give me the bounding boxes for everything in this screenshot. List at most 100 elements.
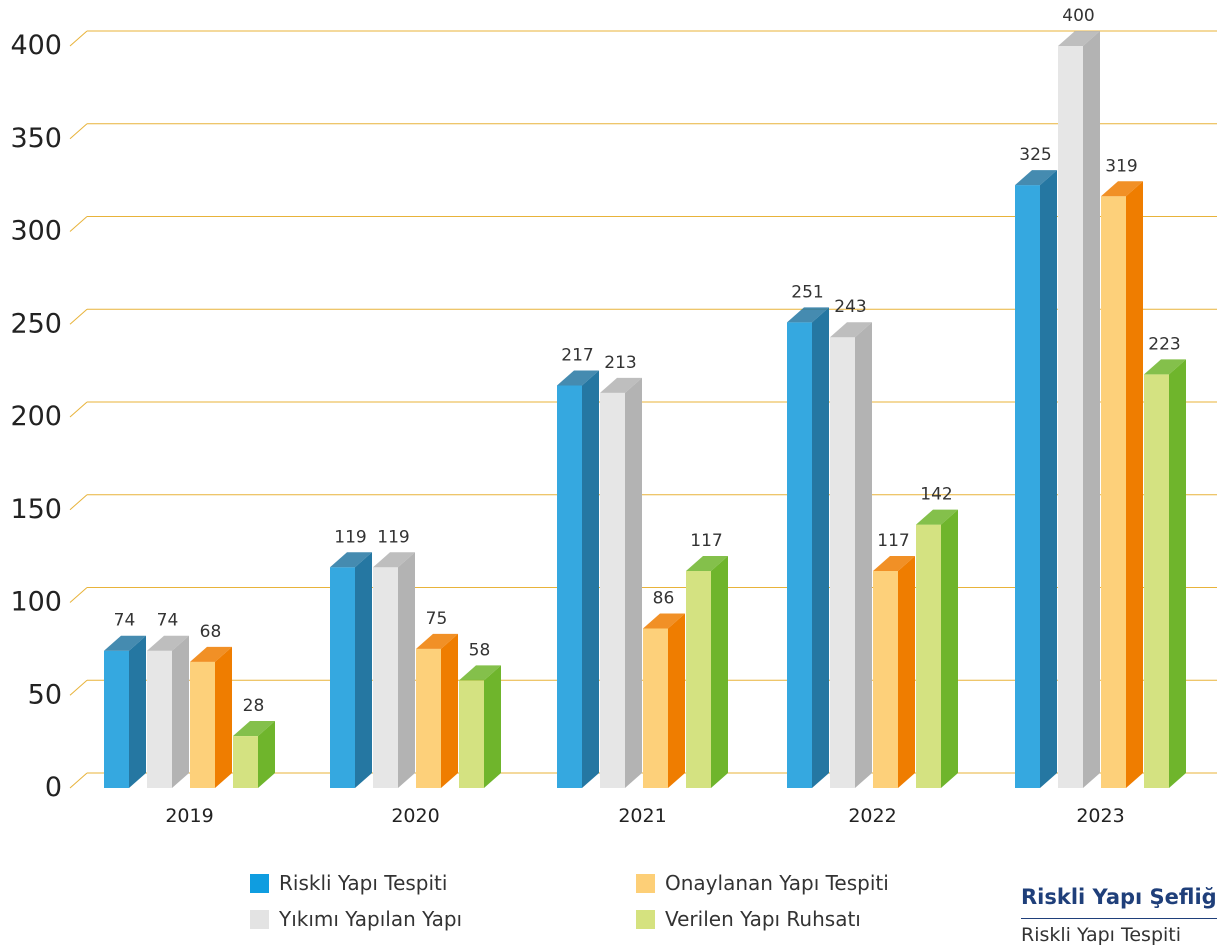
bar-side (1126, 181, 1143, 788)
bar-top (233, 721, 275, 737)
gridline (69, 494, 88, 511)
bar (1058, 46, 1083, 788)
bar-side (355, 552, 372, 788)
bar-top (459, 665, 501, 681)
legend-label: Riskli Yapı Tespiti (279, 871, 448, 895)
bar-side (941, 509, 958, 788)
data-label: 86 (653, 588, 675, 608)
bar-side (711, 555, 728, 788)
bar-side (129, 635, 146, 788)
bar-side (398, 552, 415, 788)
bar (1144, 374, 1169, 788)
gridline (69, 587, 88, 603)
bar-side (898, 555, 915, 788)
y-tick-label: 400 (10, 30, 62, 61)
legend-label: Onaylanan Yapı Tespiti (665, 871, 889, 895)
data-label: 400 (1062, 6, 1094, 26)
data-label: 325 (1019, 145, 1051, 165)
bar-top (643, 613, 685, 629)
bar (104, 650, 129, 788)
bar (830, 337, 855, 788)
bar (600, 392, 625, 788)
data-label: 217 (561, 345, 593, 365)
bar-top (330, 552, 372, 568)
data-label: 223 (1148, 334, 1180, 354)
x-tick-label: 2019 (165, 805, 213, 827)
bar (147, 650, 172, 788)
x-tick-label: 2020 (391, 805, 439, 827)
bar-top (1101, 181, 1143, 197)
y-tick-label: 350 (10, 123, 62, 154)
data-label: 28 (243, 696, 265, 716)
gridline (69, 30, 88, 47)
x-tick-label: 2023 (1076, 805, 1124, 827)
data-label: 74 (114, 611, 136, 631)
y-tick-label: 100 (10, 587, 62, 618)
bar-side (812, 307, 829, 788)
bar (330, 567, 355, 788)
bar-top (830, 322, 872, 338)
y-tick-label: 50 (28, 679, 62, 710)
legend-item-verilen-yapi-ruhsati: Verilen Yapı Ruhsatı (636, 907, 861, 931)
bar-top (416, 633, 458, 649)
gridline (69, 123, 88, 140)
data-label: 213 (604, 353, 636, 373)
bar (233, 736, 258, 788)
x-tick-label: 2022 (848, 805, 896, 827)
bar-side (1083, 31, 1100, 788)
data-label: 117 (690, 531, 722, 551)
bar (1101, 196, 1126, 788)
bar (873, 570, 898, 788)
section-heading: Riskli Yapı Şefliği (1021, 885, 1217, 909)
gridline (69, 679, 88, 696)
bar-side (1169, 359, 1186, 788)
data-label: 75 (426, 609, 448, 629)
bar-top (147, 635, 189, 651)
gridline (69, 308, 88, 325)
bar (373, 567, 398, 788)
data-label: 117 (877, 531, 909, 551)
x-tick-label: 2021 (618, 805, 666, 827)
bar-top (787, 307, 829, 323)
bar (190, 661, 215, 788)
data-label: 142 (920, 485, 952, 505)
legend-item-onaylanan-yapi-tespiti: Onaylanan Yapı Tespiti (636, 871, 889, 895)
bar (787, 322, 812, 788)
legend-swatch (636, 873, 655, 893)
data-label: 319 (1105, 156, 1137, 176)
bar-side (258, 721, 275, 788)
legend-swatch (636, 909, 655, 929)
y-tick-label: 150 (10, 494, 62, 525)
y-tick-label: 0 (45, 772, 62, 803)
bar (459, 680, 484, 788)
bar-side (1040, 170, 1057, 788)
bar-top (686, 555, 728, 571)
bar-side (215, 646, 232, 788)
y-tick-label: 200 (10, 401, 62, 432)
data-label: 68 (200, 622, 222, 642)
legend-swatch (250, 909, 269, 929)
bar-top (1144, 359, 1186, 375)
bar-chart: 0 50 100 150 200 250 300 350 400 74 74 68 28 2019 119 1… (10, 6, 1217, 827)
bar-top (557, 370, 599, 386)
bar (416, 648, 441, 788)
bar-side (625, 377, 642, 788)
data-label: 58 (469, 640, 491, 660)
gridline (69, 216, 88, 232)
bar-side (484, 665, 501, 788)
data-label: 74 (157, 611, 179, 631)
bar-top (190, 646, 232, 662)
bar (916, 524, 941, 788)
y-tick-label: 250 (10, 308, 62, 339)
y-tick-label: 300 (10, 216, 62, 247)
bar-top (373, 552, 415, 568)
bar-top (873, 555, 915, 571)
bar (643, 628, 668, 788)
legend-swatch (250, 873, 269, 893)
bar-top (600, 377, 642, 393)
bar-top (1015, 170, 1057, 186)
bar-top (916, 509, 958, 525)
bar-top (104, 635, 146, 651)
section-subheading: Riskli Yapı Tespiti (1021, 924, 1182, 946)
bar-side (668, 613, 685, 788)
